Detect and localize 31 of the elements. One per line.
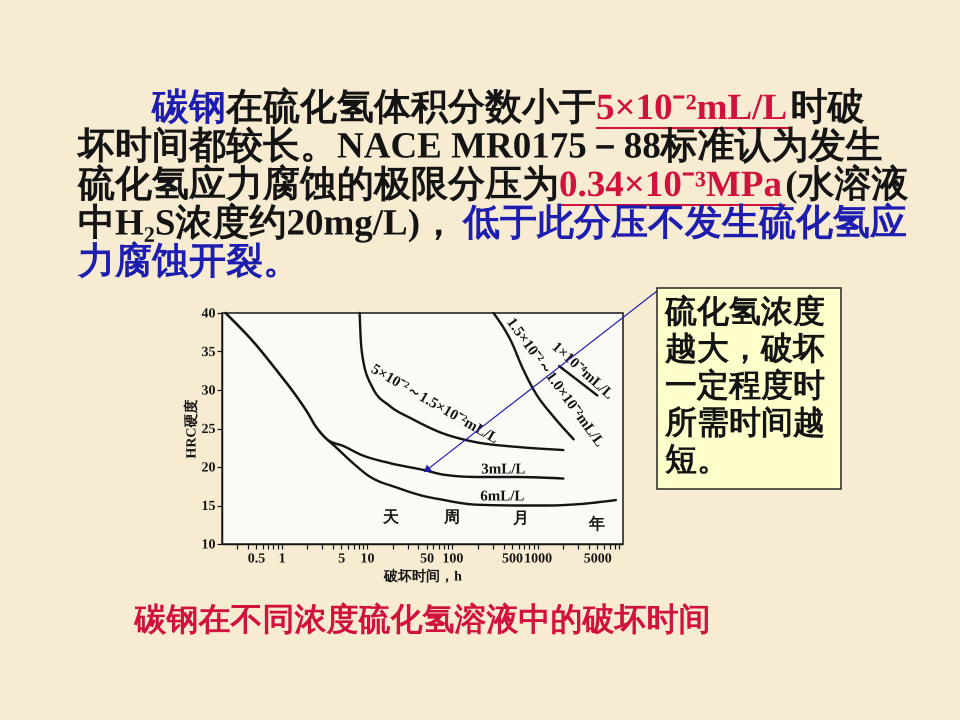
x-axis-title: 破坏时间，h <box>383 568 462 584</box>
text: 低于此分压不发生硫化氢应 <box>460 202 907 244</box>
text: 在硫化氢体积分数小于 <box>225 86 596 128</box>
annotation: 天 <box>382 509 400 526</box>
annotation: 月 <box>512 510 529 527</box>
y-tick-label: 10 <box>202 538 216 552</box>
y-tick-label: 15 <box>202 499 216 514</box>
annotation: 周 <box>443 509 460 526</box>
x-tick-label: 1 <box>278 552 286 566</box>
text: 碳钢在不同浓度硫化氢溶液中的破坏时间 <box>134 600 710 638</box>
y-tick-label: 20 <box>202 460 216 476</box>
text: 碳钢 <box>151 87 226 128</box>
text: 时破 <box>790 87 864 128</box>
x-tick-label: 5000 <box>584 552 612 566</box>
annotation: 年 <box>588 515 605 533</box>
y-tick-label: 25 <box>202 422 216 437</box>
x-tick-label: 0.5 <box>248 552 266 566</box>
x-tick-label: 10 <box>360 552 374 566</box>
series-label: 6mL/L <box>480 488 524 504</box>
x-tick-label: 1000 <box>524 552 552 566</box>
text: 中H₂S浓度约20mg/L)， <box>78 202 458 244</box>
series-label: 3mL/L <box>481 462 526 478</box>
y-tick-label: 35 <box>202 345 216 360</box>
y-axis-title: HRC硬度 <box>182 399 200 459</box>
y-tick-label: 30 <box>202 384 216 398</box>
x-tick-label: 100 <box>442 552 464 566</box>
x-tick-label: 50 <box>420 552 434 566</box>
annotation: 硫化氢浓度越大，破坏一定程度时所需时间越短。 <box>664 292 825 478</box>
x-tick-label: 5 <box>338 552 346 566</box>
y-tick-label: 40 <box>202 306 216 322</box>
x-tick-label: 500 <box>502 552 523 566</box>
